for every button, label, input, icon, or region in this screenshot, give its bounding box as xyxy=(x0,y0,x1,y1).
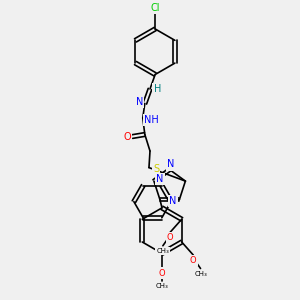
Text: N: N xyxy=(136,98,143,107)
Text: CH₃: CH₃ xyxy=(157,248,169,254)
Text: N: N xyxy=(167,160,174,170)
Text: O: O xyxy=(167,233,173,242)
Text: N: N xyxy=(169,196,177,206)
Text: S: S xyxy=(153,164,159,174)
Text: NH: NH xyxy=(144,115,158,125)
Text: O: O xyxy=(190,256,196,265)
Text: H: H xyxy=(154,84,161,94)
Text: O: O xyxy=(159,268,165,278)
Text: CH₃: CH₃ xyxy=(156,284,168,290)
Text: O: O xyxy=(123,132,131,142)
Text: Cl: Cl xyxy=(150,3,160,13)
Text: N: N xyxy=(156,174,164,184)
Text: CH₃: CH₃ xyxy=(194,271,207,277)
